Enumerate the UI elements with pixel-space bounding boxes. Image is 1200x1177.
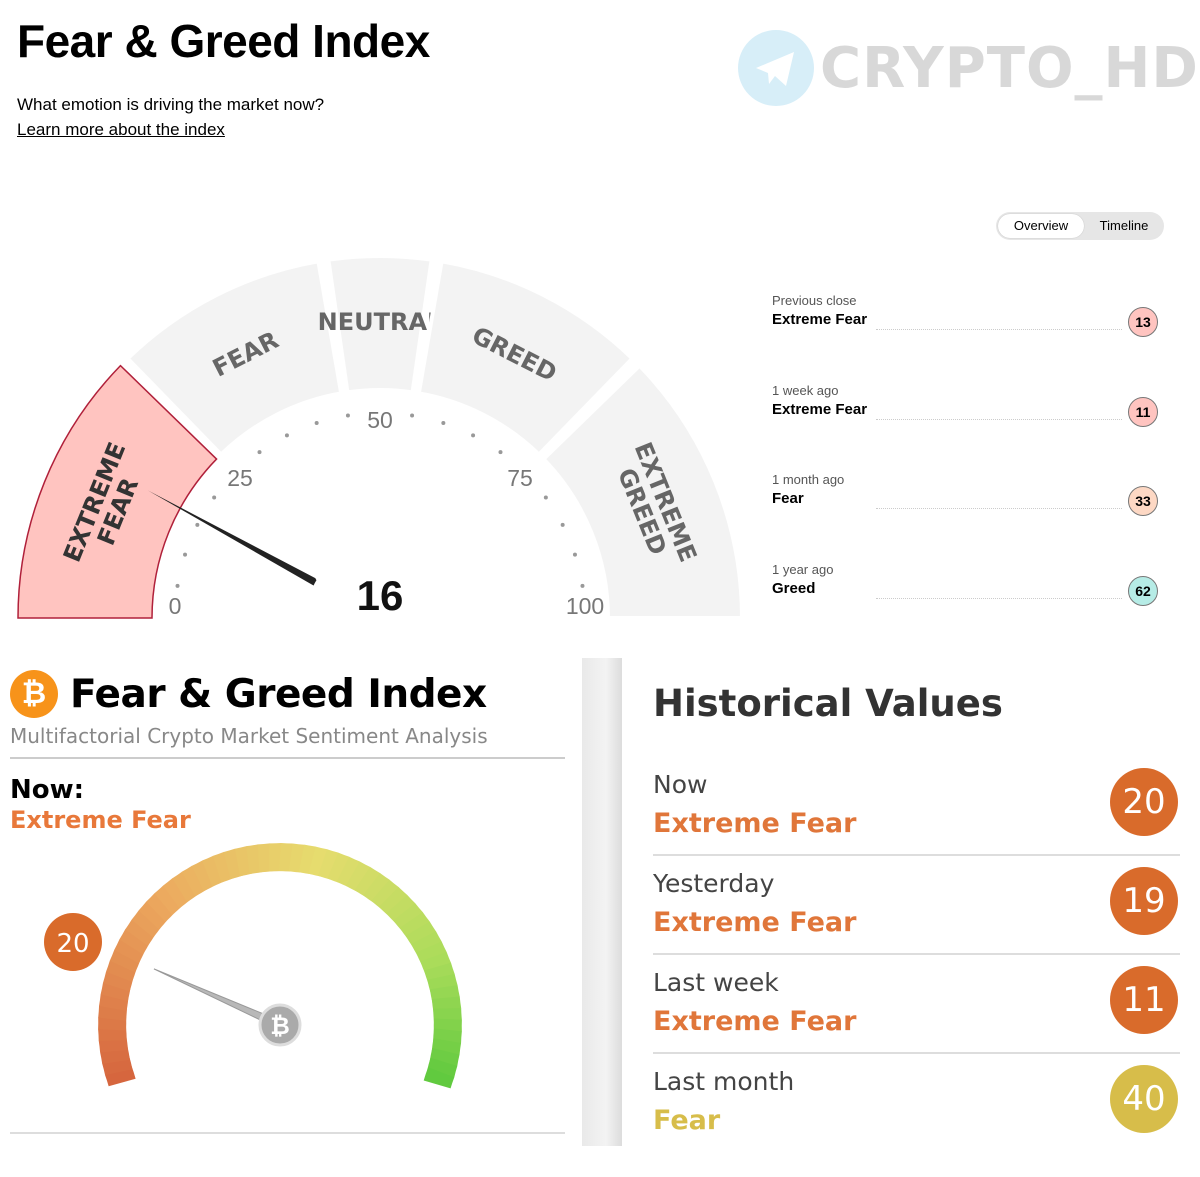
scale-dot	[314, 421, 319, 426]
dotted-leader	[876, 508, 1122, 509]
history-label: 1 month ago	[772, 472, 845, 487]
row-separator	[653, 1052, 1180, 1054]
historical-row: Now Extreme Fear 20	[653, 768, 1180, 869]
alt-title: Fear & Greed Index	[70, 672, 487, 717]
historical-value: Extreme Fear	[653, 907, 857, 938]
historical-value: Fear	[653, 1105, 721, 1136]
divider	[10, 757, 565, 759]
page-subtitle: What emotion is driving the market now?	[17, 95, 325, 114]
gauge-section	[17, 364, 218, 619]
tick-label: 50	[367, 407, 393, 433]
history-label: Previous close	[772, 293, 857, 308]
dotted-leader	[876, 419, 1122, 420]
tick-label: 75	[507, 465, 533, 491]
history-score-badge: 13	[1128, 307, 1158, 337]
tab-overview[interactable]: Overview	[998, 214, 1084, 238]
historical-score-badge: 19	[1110, 867, 1178, 935]
now-value: Extreme Fear	[10, 806, 191, 834]
history-label: 1 year ago	[772, 562, 834, 577]
view-toggle: Overview Timeline	[996, 212, 1164, 240]
history-score-badge: 62	[1128, 576, 1158, 606]
gauge-arc	[98, 843, 462, 1089]
gauge-section-label: NEUTRAL	[318, 308, 443, 336]
history-score-badge: 11	[1128, 397, 1158, 427]
history-score-badge: 33	[1128, 486, 1158, 516]
scale-dot	[543, 495, 548, 500]
page-title: Fear & Greed Index	[17, 15, 430, 67]
gauge-section	[124, 258, 344, 458]
scale-dot	[410, 413, 415, 418]
gauge-value: 16	[357, 572, 404, 619]
historical-label: Last month	[653, 1067, 795, 1096]
historical-row: Yesterday Extreme Fear 19	[653, 867, 1180, 968]
scale-dot	[284, 433, 289, 438]
historical-label: Yesterday	[653, 869, 775, 898]
history-value: Extreme Fear	[772, 311, 868, 328]
dotted-leader	[876, 329, 1122, 330]
historical-label: Now	[653, 770, 708, 799]
tick-label: 25	[227, 465, 253, 491]
historical-row: Last month Fear 40	[653, 1065, 1180, 1166]
scale-dot	[498, 450, 503, 455]
historical-score-badge: 11	[1110, 966, 1178, 1034]
scale-dot	[560, 522, 565, 527]
telegram-icon	[738, 30, 814, 106]
historical-score-badge: 40	[1110, 1065, 1178, 1133]
divider	[10, 1132, 565, 1134]
scale-dot	[183, 552, 188, 557]
scale-dot	[195, 522, 200, 527]
scale-dot	[175, 583, 180, 588]
history-value: Fear	[772, 490, 804, 507]
history-value: Greed	[772, 580, 816, 597]
tick-label: 0	[169, 593, 182, 619]
tick-label: 100	[566, 593, 604, 619]
historical-value: Extreme Fear	[653, 808, 857, 839]
gauge-section	[326, 254, 434, 395]
crypto-gauge: ₿ 20	[44, 843, 462, 1089]
bitcoin-hub-icon	[258, 1003, 302, 1047]
bitcoin-glyph: ₿	[270, 1012, 290, 1040]
scale-dot	[345, 413, 350, 418]
history-row: 1 year ago Greed 62	[772, 562, 1162, 622]
gauge-section	[540, 362, 745, 620]
history-row: 1 week ago Extreme Fear 11	[772, 383, 1162, 443]
gauge-value: 20	[56, 929, 89, 959]
scale-dot	[572, 552, 577, 557]
now-label: Now:	[10, 775, 85, 805]
gauge-section	[416, 258, 636, 458]
scale-dot	[471, 433, 476, 438]
history-row: 1 month ago Fear 33	[772, 472, 1162, 532]
gauge-value-badge	[44, 913, 102, 971]
alt-subtitle: Multifactorial Crypto Market Sentiment A…	[10, 724, 488, 748]
scale-dot	[257, 450, 262, 455]
tab-timeline[interactable]: Timeline	[1099, 218, 1149, 233]
scale-dot	[580, 583, 585, 588]
bitcoin-logo-icon: ₿	[10, 670, 58, 718]
scale-dot	[212, 495, 217, 500]
learn-more-link[interactable]: Learn more about the index	[17, 120, 225, 139]
gauge-hub	[306, 544, 454, 640]
historical-row: Last week Extreme Fear 11	[653, 966, 1180, 1067]
dotted-leader	[876, 598, 1122, 599]
historical-title: Historical Values	[653, 682, 1003, 725]
history-value: Extreme Fear	[772, 401, 868, 418]
watermark-text: CRYPTO_HD	[820, 36, 1199, 101]
row-separator	[653, 854, 1180, 856]
watermark: CRYPTO_HD	[738, 30, 1198, 106]
history-label: 1 week ago	[772, 383, 839, 398]
historical-label: Last week	[653, 968, 779, 997]
scale-dot	[441, 421, 446, 426]
row-separator	[653, 953, 1180, 955]
history-row: Previous close Extreme Fear 13	[772, 293, 1162, 353]
panel-divider	[582, 658, 622, 1146]
gauge-needle	[147, 490, 323, 591]
historical-score-badge: 20	[1110, 768, 1178, 836]
historical-value: Extreme Fear	[653, 1006, 857, 1037]
